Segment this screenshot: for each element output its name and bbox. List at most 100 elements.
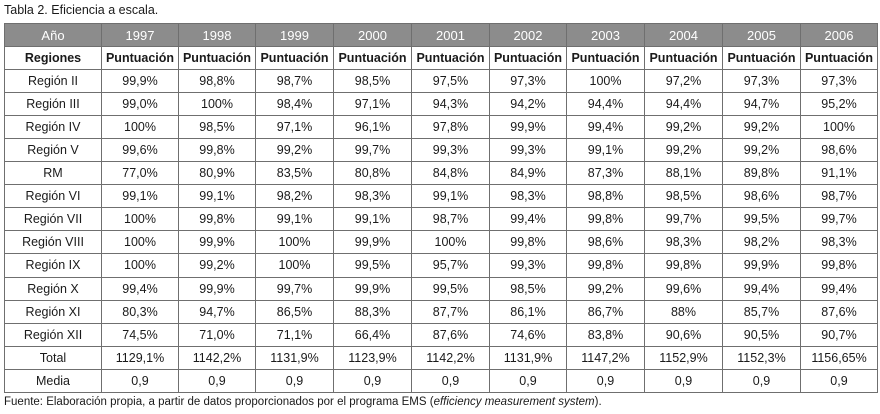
row-label: Región VII xyxy=(4,207,102,232)
table-cell: 99,1% xyxy=(333,207,412,232)
table-cell: 99,8% xyxy=(566,207,645,232)
row-label: Región VI xyxy=(4,184,102,209)
table-cell: 88,3% xyxy=(333,299,412,324)
table-cell: 98,3% xyxy=(800,230,878,255)
header-year: 2000 xyxy=(333,22,412,48)
table-cell: 87,7% xyxy=(411,299,490,324)
table-cell: 95,2% xyxy=(800,92,878,117)
subheader-score: Puntuación xyxy=(178,46,256,71)
table-cell: 84,8% xyxy=(411,161,490,186)
subheader-score: Puntuación xyxy=(489,46,567,71)
table-cell: 99,7% xyxy=(800,207,878,232)
row-label: Media xyxy=(4,368,102,393)
row-label: RM xyxy=(4,161,102,186)
table-cell: 99,8% xyxy=(566,253,645,278)
row-label: Región IX xyxy=(4,253,102,278)
table-cell: 94,4% xyxy=(566,92,645,117)
source-emphasis: efficiency measurement system xyxy=(433,396,595,408)
table-cell: 99,8% xyxy=(178,207,256,232)
table-cell: 99,5% xyxy=(333,253,412,278)
table-cell: 99,7% xyxy=(333,138,412,163)
table-cell: 99,8% xyxy=(178,138,256,163)
table-caption: Tabla 2. Eficiencia a escala. xyxy=(4,3,159,17)
table-cell: 99,2% xyxy=(644,138,723,163)
header-year: 2001 xyxy=(411,22,490,48)
table-header: Año 1997 1998 1999 2000 2001 2002 2003 2004 2005 2… xyxy=(4,22,878,48)
table-cell: 100% xyxy=(255,230,334,255)
table-cell: 98,8% xyxy=(178,69,256,94)
table-cell: 98,3% xyxy=(333,184,412,209)
table-cell: 98,2% xyxy=(722,230,801,255)
table-cell: 99,1% xyxy=(101,184,179,209)
table-cell: 87,6% xyxy=(411,322,490,347)
table-row: Región IV 100% 98,5% 97,1% 96,1% 97,8% 99,9% 99… xyxy=(4,115,878,140)
row-label: Total xyxy=(4,345,102,370)
table-cell: 98,8% xyxy=(566,184,645,209)
table-cell: 90,6% xyxy=(644,322,723,347)
table-cell: 99,9% xyxy=(489,115,567,140)
table-cell: 99,7% xyxy=(255,276,334,301)
efficiency-table: Año 1997 1998 1999 2000 2001 2002 2003 2004 2005 2… xyxy=(4,22,878,393)
header-year: 1999 xyxy=(255,22,334,48)
subheader-score: Puntuación xyxy=(101,46,179,71)
table-cell: 98,5% xyxy=(489,276,567,301)
table-cell: 99,3% xyxy=(489,253,567,278)
table-cell: 88% xyxy=(644,299,723,324)
subheader-score: Puntuación xyxy=(255,46,334,71)
table-cell: 0,9 xyxy=(489,368,567,393)
row-label: Región X xyxy=(4,276,102,301)
table-cell: 83,8% xyxy=(566,322,645,347)
table-cell: 99,6% xyxy=(101,138,179,163)
row-label: Región XII xyxy=(4,322,102,347)
table-cell: 97,3% xyxy=(489,69,567,94)
table-cell: 66,4% xyxy=(333,322,412,347)
table-cell: 1152,3% xyxy=(722,345,801,370)
subheader-score: Puntuación xyxy=(722,46,801,71)
table-cell: 97,3% xyxy=(722,69,801,94)
table-cell: 95,7% xyxy=(411,253,490,278)
table-cell: 99,9% xyxy=(178,276,256,301)
table-cell: 94,7% xyxy=(722,92,801,117)
header-year: 1998 xyxy=(178,22,256,48)
table-cell: 85,7% xyxy=(722,299,801,324)
table-cell: 100% xyxy=(800,115,878,140)
table-cell: 83,5% xyxy=(255,161,334,186)
header-year: 2005 xyxy=(722,22,801,48)
table-cell: 91,1% xyxy=(800,161,878,186)
row-label: Región III xyxy=(4,92,102,117)
header-year: 2002 xyxy=(489,22,567,48)
table-cell: 99,3% xyxy=(489,138,567,163)
table-cell: 74,5% xyxy=(101,322,179,347)
table-cell: 100% xyxy=(178,92,256,117)
table-cell: 99,9% xyxy=(333,276,412,301)
table-cell: 94,3% xyxy=(411,92,490,117)
table-cell: 97,3% xyxy=(800,69,878,94)
table-cell: 98,6% xyxy=(566,230,645,255)
table-cell: 88,1% xyxy=(644,161,723,186)
table-cell: 99,2% xyxy=(722,115,801,140)
table-cell: 98,4% xyxy=(255,92,334,117)
table-cell: 0,9 xyxy=(101,368,179,393)
subheader-score: Puntuación xyxy=(800,46,878,71)
table-cell: 99,2% xyxy=(644,115,723,140)
table-cell: 0,9 xyxy=(255,368,334,393)
table-cell: 87,3% xyxy=(566,161,645,186)
table-cell: 0,9 xyxy=(566,368,645,393)
source-prefix: Fuente: Elaboración propia, a partir de … xyxy=(4,396,434,408)
table-row: Región VI 99,1% 99,1% 98,2% 98,3% 99,1% 98,3% 9… xyxy=(4,184,878,209)
table-cell: 98,5% xyxy=(178,115,256,140)
table-row: Región VII 100% 99,8% 99,1% 99,1% 98,7% 99,4% 9… xyxy=(4,207,878,232)
table-cell: 98,3% xyxy=(644,230,723,255)
table-cell: 99,4% xyxy=(566,115,645,140)
table-cell: 99,9% xyxy=(333,230,412,255)
table-cell: 98,5% xyxy=(644,184,723,209)
table-cell: 97,2% xyxy=(644,69,723,94)
table-cell: 99,8% xyxy=(489,230,567,255)
table-row: RM 77,0% 80,9% 83,5% 80,8% 84,8% 84,9% 87,3% 88,… xyxy=(4,161,878,186)
table-cell: 1142,2% xyxy=(411,345,490,370)
table-cell: 86,1% xyxy=(489,299,567,324)
table-body: Regiones Puntuación Puntuación Puntuación Pu… xyxy=(4,46,878,393)
table-cell: 0,9 xyxy=(800,368,878,393)
table-cell: 84,9% xyxy=(489,161,567,186)
table-cell: 99,6% xyxy=(644,276,723,301)
